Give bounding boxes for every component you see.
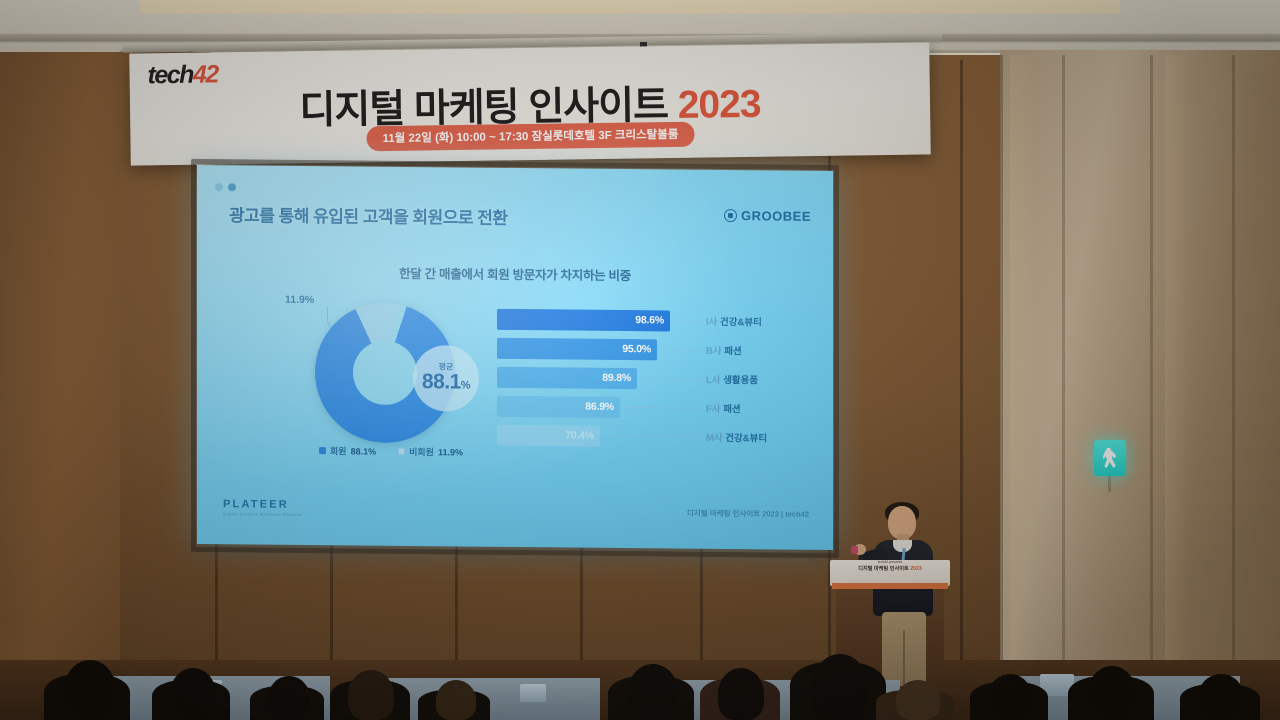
audience-head — [268, 676, 310, 720]
exit-sign-pole — [1108, 476, 1111, 492]
wall-highlight — [1165, 55, 1191, 670]
wall-panel-seam — [960, 60, 963, 670]
exit-running-man-icon — [1102, 448, 1117, 468]
emergency-exit-sign — [1094, 440, 1126, 476]
wall-panel-seam — [330, 545, 333, 665]
audience-head — [436, 680, 476, 720]
projection-screen: 광고를 통해 유입된 고객을 회원으로 전환 GROOBEE 한달 간 매출에서… — [191, 158, 839, 559]
audience-head — [812, 654, 868, 720]
event-banner: tech42 디지털 마케팅 인사이트 2023 11월 22일 (화) 10:… — [129, 42, 931, 166]
ceiling-warm-light — [140, 0, 1120, 14]
audience-head — [988, 674, 1032, 720]
audience-laptop — [1040, 674, 1074, 696]
wall-panel-seam — [1150, 55, 1153, 670]
audience-head — [64, 660, 116, 720]
wall-panel-seam — [1000, 55, 1003, 670]
wall-highlight — [1010, 55, 1036, 670]
audience-head — [628, 664, 678, 720]
speaker-neck — [897, 534, 909, 544]
presentation-clicker — [851, 546, 858, 554]
podium-sign-accent-band — [832, 583, 948, 589]
audience-head — [896, 680, 940, 720]
speaker-legs — [882, 612, 926, 686]
audience-head — [1088, 666, 1136, 720]
podium-sign-small-text: tech42 presents — [877, 560, 903, 564]
audience-laptop — [520, 684, 546, 702]
wall-panel-seam — [700, 545, 703, 665]
speaker-collar — [893, 540, 912, 552]
speaker-presenter — [851, 500, 950, 686]
audience — [0, 600, 1280, 720]
wall-panel-seam — [1062, 55, 1065, 670]
wall-panel-seam — [1232, 55, 1235, 670]
speaker-head — [888, 506, 916, 539]
audience-head — [1198, 674, 1244, 720]
audience-head — [170, 668, 216, 720]
podium-sign-panel — [830, 560, 950, 586]
wall-panel-seam — [580, 545, 583, 665]
banner-title-year: 2023 — [677, 82, 761, 127]
screen-frame — [191, 158, 839, 559]
speaker-leg-split — [903, 630, 905, 686]
wall-right — [1000, 50, 1280, 675]
wall-panel-seam — [455, 545, 458, 665]
speaker-hand — [854, 544, 866, 555]
audience-head — [718, 668, 764, 720]
banner-subtitle-pill: 11월 22일 (화) 10:00 ~ 17:30 잠실롯데호텔 3F 크리스탈… — [366, 121, 695, 152]
audience-head — [348, 670, 394, 720]
podium-sign-text: 디지털 마케팅 인사이트 2023 — [858, 566, 922, 572]
